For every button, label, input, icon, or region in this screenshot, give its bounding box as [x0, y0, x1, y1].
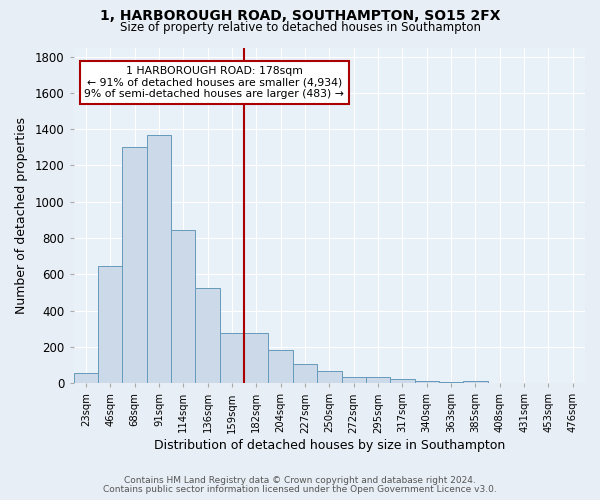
Bar: [366, 377, 390, 383]
Text: Contains HM Land Registry data © Crown copyright and database right 2024.: Contains HM Land Registry data © Crown c…: [124, 476, 476, 485]
Bar: [98, 266, 122, 383]
Bar: [390, 379, 415, 383]
Bar: [268, 350, 293, 383]
Y-axis label: Number of detached properties: Number of detached properties: [15, 117, 28, 314]
Bar: [244, 334, 268, 383]
Bar: [463, 381, 488, 383]
Bar: [147, 134, 171, 383]
Text: 1 HARBOROUGH ROAD: 178sqm  
← 91% of detached houses are smaller (4,934)
9% of s: 1 HARBOROUGH ROAD: 178sqm ← 91% of detac…: [85, 66, 344, 99]
Text: Contains public sector information licensed under the Open Government Licence v3: Contains public sector information licen…: [103, 485, 497, 494]
Bar: [415, 381, 439, 383]
Text: 1, HARBOROUGH ROAD, SOUTHAMPTON, SO15 2FX: 1, HARBOROUGH ROAD, SOUTHAMPTON, SO15 2F…: [100, 9, 500, 23]
Text: Size of property relative to detached houses in Southampton: Size of property relative to detached ho…: [119, 21, 481, 34]
Bar: [317, 372, 341, 383]
Bar: [341, 377, 366, 383]
Bar: [439, 382, 463, 383]
Bar: [122, 148, 147, 383]
Bar: [293, 364, 317, 383]
Bar: [171, 230, 196, 383]
Bar: [74, 373, 98, 383]
X-axis label: Distribution of detached houses by size in Southampton: Distribution of detached houses by size …: [154, 440, 505, 452]
Bar: [196, 288, 220, 383]
Bar: [220, 334, 244, 383]
